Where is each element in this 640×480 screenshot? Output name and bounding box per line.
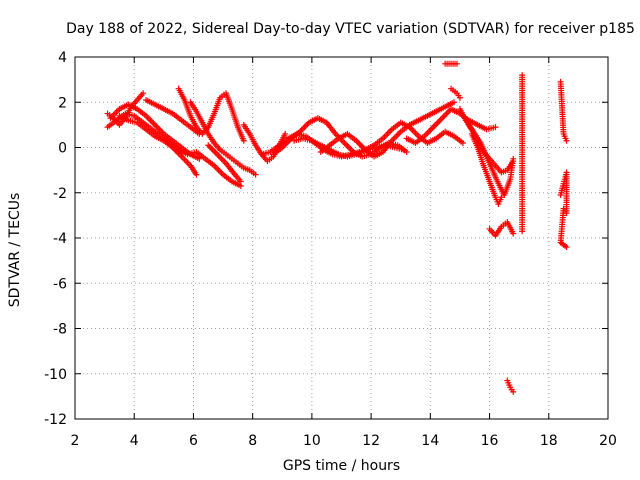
series-arc-19 (468, 130, 505, 208)
y-tick-label: 4 (58, 50, 67, 66)
data-point (510, 155, 517, 162)
series-arc-16 (448, 85, 463, 101)
data-point (456, 94, 463, 101)
y-tick-label: -2 (53, 186, 67, 202)
data-point (196, 155, 203, 162)
x-tick-label: 6 (189, 433, 198, 449)
series-arc-5 (143, 96, 203, 137)
data-point (237, 178, 244, 185)
data-point (459, 139, 466, 146)
series-arc-4 (116, 112, 200, 178)
x-tick-label: 2 (71, 433, 80, 449)
x-axis-title: GPS time / hours (283, 458, 400, 474)
data-point (498, 194, 505, 201)
data-point (563, 137, 570, 144)
series-arc-3 (107, 101, 203, 162)
data-point (510, 230, 517, 237)
plot-frame (74, 56, 609, 420)
series-arc-23 (557, 78, 570, 144)
data-point (453, 60, 460, 67)
data-point (492, 124, 499, 131)
x-tick-label: 16 (481, 433, 499, 449)
data-point (140, 90, 147, 97)
series-arc-17 (456, 106, 517, 176)
series-arc-8 (205, 142, 244, 185)
grid (75, 57, 608, 419)
x-tick-label: 8 (248, 433, 257, 449)
chart-title: Day 188 of 2022, Sidereal Day-to-day VTE… (66, 21, 635, 37)
series-arc-22 (519, 72, 526, 235)
data-point (282, 130, 289, 137)
data-point (252, 171, 259, 178)
series-arc-20 (486, 219, 517, 239)
x-tick-label: 20 (599, 433, 617, 449)
data-point (510, 388, 517, 395)
y-tick-label: 0 (58, 141, 67, 157)
data-points (104, 60, 570, 395)
data-point (563, 244, 570, 251)
y-tick-label: -4 (53, 231, 67, 247)
data-point (193, 171, 200, 178)
y-tick-label: -12 (44, 412, 67, 428)
x-tick-label: 14 (421, 433, 439, 449)
y-tick-label: 2 (58, 95, 67, 111)
y-tick-label: -8 (53, 322, 67, 338)
series-arc-24 (557, 169, 570, 251)
y-tick-label: -6 (53, 276, 67, 292)
data-point (519, 228, 526, 235)
series-arc-15 (442, 60, 460, 67)
data-point (240, 137, 247, 144)
x-tick-label: 10 (303, 433, 321, 449)
series-arc-21 (504, 377, 517, 395)
series-arc-7 (187, 99, 259, 178)
series-arc-13 (317, 99, 458, 160)
y-axis-title: SDTVAR / TECUs (7, 193, 23, 308)
x-tick-label: 12 (362, 433, 380, 449)
data-point (403, 149, 410, 156)
y-tick-label: -10 (44, 367, 67, 383)
data-point (451, 99, 458, 106)
series-arc-14 (403, 106, 499, 146)
x-tick-label: 4 (130, 433, 139, 449)
x-tick-label: 18 (540, 433, 558, 449)
